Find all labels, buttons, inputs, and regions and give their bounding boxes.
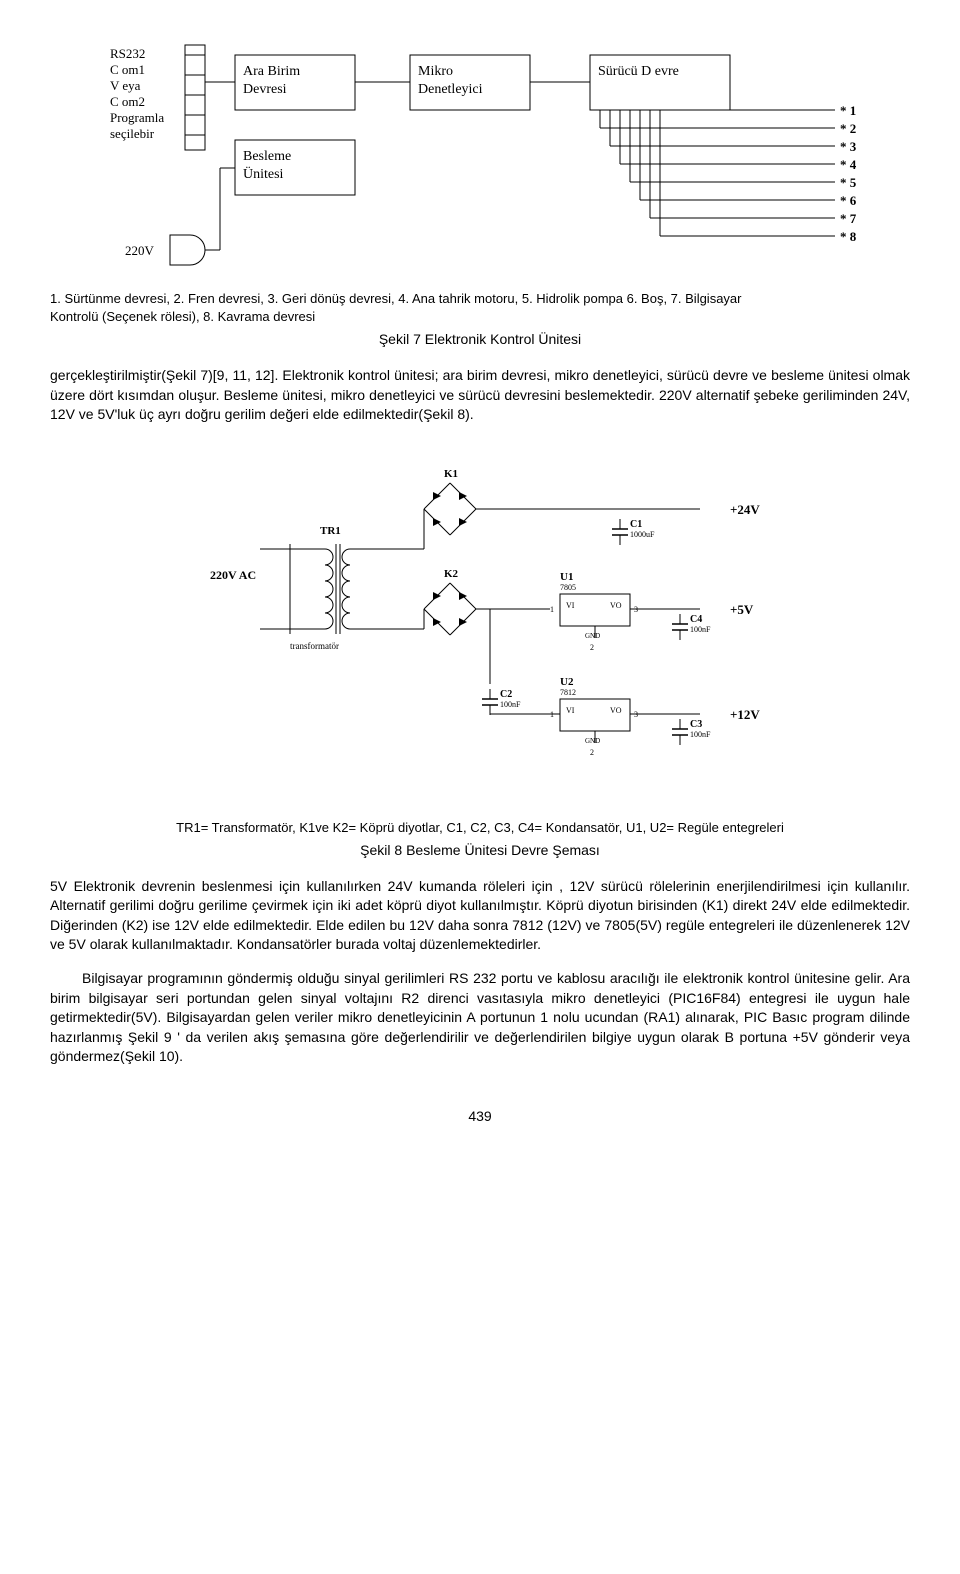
svg-text:2: 2 <box>590 643 594 652</box>
svg-text:GND: GND <box>585 632 600 640</box>
svg-text:seçilebir: seçilebir <box>110 126 155 141</box>
svg-text:C om2: C om2 <box>110 94 145 109</box>
svg-text:* 3: * 3 <box>840 139 857 154</box>
svg-text:100nF: 100nF <box>690 625 711 634</box>
svg-text:220V: 220V <box>125 243 155 258</box>
svg-text:+5V: +5V <box>730 602 754 617</box>
svg-text:* 4: * 4 <box>840 157 857 172</box>
svg-text:7812: 7812 <box>560 688 576 697</box>
svg-text:C1: C1 <box>630 519 642 530</box>
svg-text:Programla: Programla <box>110 110 164 125</box>
svg-text:* 1: * 1 <box>840 103 856 118</box>
figure-7-title: Şekil 7 Elektronik Kontrol Ünitesi <box>50 330 910 350</box>
svg-text:U2: U2 <box>560 676 574 688</box>
svg-text:TR1: TR1 <box>320 525 341 537</box>
figure-8-title: Şekil 8 Besleme Ünitesi Devre Şeması <box>50 841 910 861</box>
svg-text:U1: U1 <box>560 571 573 583</box>
svg-text:Denetleyici: Denetleyici <box>418 82 483 97</box>
figure-8-circuit-schematic: 220V AC TR1 transformatör K1 K2 C11000uF +24V V… <box>120 439 840 799</box>
page-number: 439 <box>50 1107 910 1127</box>
svg-text:1: 1 <box>550 605 554 614</box>
svg-text:VI: VI <box>566 706 575 715</box>
svg-text:K1: K1 <box>444 468 458 480</box>
svg-text:1: 1 <box>550 710 554 719</box>
figure-7-legend-line1: 1. Sürtünme devresi, 2. Fren devresi, 3.… <box>50 290 910 308</box>
svg-text:* 7: * 7 <box>840 211 857 226</box>
figure-8-legend: TR1= Transformatör, K1ve K2= Köprü diyot… <box>50 819 910 837</box>
svg-text:Ünitesi: Ünitesi <box>243 165 284 182</box>
svg-text:100nF: 100nF <box>500 700 521 709</box>
svg-text:7805: 7805 <box>560 583 576 592</box>
svg-text:100nF: 100nF <box>690 730 711 739</box>
svg-text:220V AC: 220V AC <box>210 568 256 582</box>
svg-text:C4: C4 <box>690 614 702 625</box>
svg-text:Devresi: Devresi <box>243 82 287 97</box>
svg-text:VO: VO <box>610 601 622 610</box>
svg-text:Mikro: Mikro <box>418 64 453 79</box>
svg-text:RS232: RS232 <box>110 46 145 61</box>
svg-text:C om1: C om1 <box>110 62 145 77</box>
svg-text:* 8: * 8 <box>840 229 857 244</box>
svg-text:GND: GND <box>585 737 600 745</box>
svg-text:Ara Birim: Ara Birim <box>243 64 300 79</box>
svg-text:V eya: V eya <box>110 78 141 93</box>
svg-text:1000uF: 1000uF <box>630 530 655 539</box>
svg-text:transformatör: transformatör <box>290 641 339 651</box>
svg-text:Sürücü D evre: Sürücü D evre <box>598 64 679 79</box>
svg-text:C3: C3 <box>690 719 702 730</box>
svg-text:C2: C2 <box>500 689 512 700</box>
paragraph-2: 5V Elektronik devrenin beslenmesi için k… <box>50 877 910 955</box>
paragraph-3: Bilgisayar programının göndermiş olduğu … <box>50 969 910 1067</box>
svg-text:Besleme: Besleme <box>243 149 291 164</box>
svg-text:* 2: * 2 <box>840 121 856 136</box>
figure-7-block-diagram: RS232C om1V eyaC om2Programlaseçilebir Ar… <box>70 40 890 270</box>
svg-text:VO: VO <box>610 706 622 715</box>
svg-text:2: 2 <box>590 748 594 757</box>
svg-text:K2: K2 <box>444 568 459 580</box>
svg-text:* 6: * 6 <box>840 193 857 208</box>
svg-text:* 5: * 5 <box>840 175 857 190</box>
svg-text:VI: VI <box>566 601 575 610</box>
figure-7-legend-line2: Kontrolü (Seçenek rölesi), 8. Kavrama de… <box>50 308 910 326</box>
svg-text:+12V: +12V <box>730 707 760 722</box>
svg-text:+24V: +24V <box>730 502 760 517</box>
paragraph-1: gerçekleştirilmiştir(Şekil 7)[9, 11, 12]… <box>50 366 910 425</box>
